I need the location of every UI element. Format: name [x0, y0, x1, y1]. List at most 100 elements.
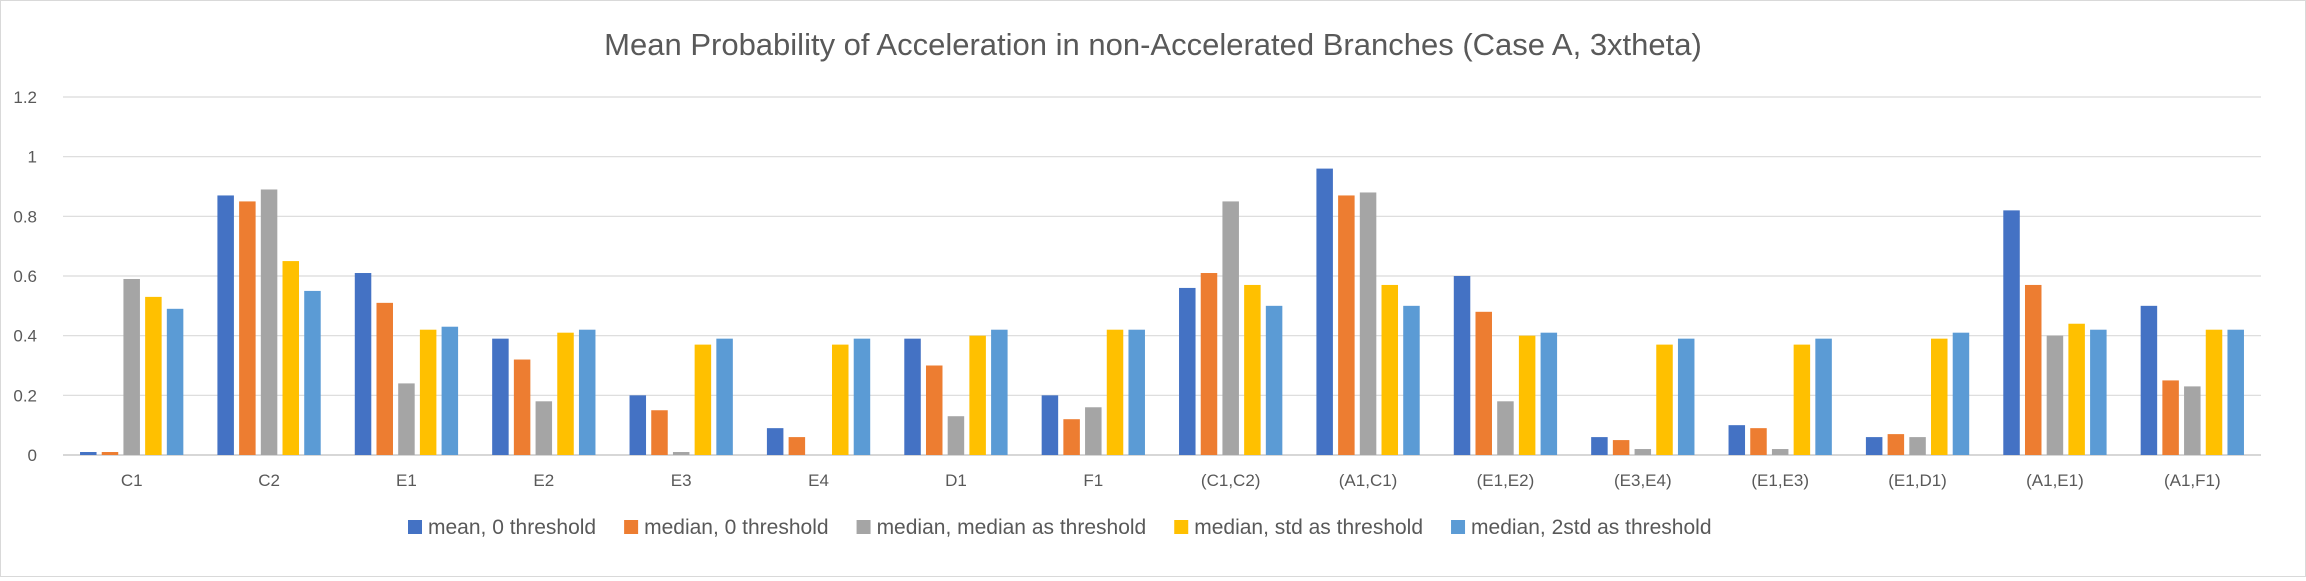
legend-swatch: [624, 520, 639, 534]
bar: [441, 326, 459, 455]
bar: [1403, 305, 1420, 455]
legend-label: median, std as threshold: [1194, 516, 1423, 539]
bar: [853, 338, 871, 455]
bar: [557, 332, 574, 455]
bar: [239, 201, 256, 455]
bar: [1952, 332, 1970, 455]
bar: [2227, 329, 2244, 455]
bar: [2068, 323, 2085, 455]
bar: [2162, 380, 2179, 455]
bar: [969, 335, 986, 455]
bar: [2024, 284, 2042, 455]
bar: [1222, 201, 1239, 455]
bar: [398, 383, 415, 455]
bar: [1316, 168, 1333, 455]
bar: [1815, 338, 1832, 455]
y-tick-label: 0.6: [13, 267, 37, 286]
bar: [2046, 335, 2064, 455]
bar: [101, 452, 119, 455]
bar: [1656, 344, 1673, 455]
x-tick-label: (A1,C1): [1339, 471, 1398, 490]
bar: [1179, 287, 1196, 455]
x-axis-tick-labels: C1 C2 E1 E2 E3 E4 D1 F1 (C1,C2) (A1,C1) (E1,E2) (E3…: [121, 471, 2221, 490]
bar: [991, 329, 1008, 455]
legend-label: median, 0 threshold: [644, 516, 828, 539]
x-tick-label: E4: [808, 471, 829, 490]
x-tick-label: (E1,D1): [1888, 471, 1947, 490]
bar: [123, 278, 140, 455]
bar: [2003, 210, 2020, 455]
bar: [2090, 329, 2107, 455]
bar: [832, 344, 849, 455]
bar: [376, 302, 393, 455]
bar: [304, 290, 321, 455]
x-tick-label: F1: [1083, 471, 1103, 490]
bar: [260, 189, 278, 455]
bar: [1771, 449, 1789, 455]
bar: [1128, 329, 1145, 455]
y-tick-label: 0: [28, 446, 37, 465]
x-tick-label: E3: [671, 471, 692, 490]
bar: [1931, 338, 1948, 455]
bar: [1540, 332, 1558, 455]
y-tick-label: 1.2: [13, 88, 37, 107]
bar: [513, 359, 531, 455]
bar: [716, 338, 733, 455]
bar: [766, 428, 784, 455]
x-tick-label: C1: [121, 471, 143, 490]
bar: [1244, 284, 1261, 455]
x-tick-label: (E3,E4): [1614, 471, 1672, 490]
legend-swatch: [408, 520, 422, 534]
bar: [1265, 305, 1283, 455]
x-tick-label: (A1,E1): [2026, 471, 2084, 490]
bar: [1085, 407, 1102, 455]
bar: [1677, 338, 1695, 455]
bars: [80, 168, 2244, 455]
legend: mean, 0 threshold median, 0 threshold medi…: [408, 516, 1712, 539]
bar: [629, 395, 647, 455]
bar: [672, 452, 690, 455]
bar: [1887, 434, 1905, 455]
bar: [1453, 276, 1471, 455]
bar: [925, 365, 943, 455]
x-tick-label: E2: [533, 471, 554, 490]
bar: [1338, 195, 1355, 455]
x-tick-label: (E1,E2): [1477, 471, 1535, 490]
bar: [2140, 305, 2158, 455]
y-tick-label: 0.4: [13, 327, 37, 346]
bar: [1063, 419, 1080, 455]
legend-swatch: [1174, 520, 1189, 534]
y-tick-label: 1: [28, 148, 37, 167]
bar: [145, 296, 162, 455]
y-tick-label: 0.2: [13, 386, 37, 405]
x-tick-label: E1: [396, 471, 417, 490]
bar: [1750, 428, 1767, 455]
bar: [1106, 329, 1124, 455]
bar: [788, 437, 806, 455]
y-axis-tick-labels: 0 0.2 0.4 0.6 0.8 1 1.2: [13, 88, 37, 465]
bar: [1634, 449, 1652, 455]
bar: [1612, 440, 1630, 455]
bar: [80, 452, 97, 455]
bar: [651, 410, 668, 455]
bar: [166, 308, 184, 455]
legend-label: median, 2std as threshold: [1471, 516, 1711, 539]
bar: [1475, 311, 1492, 455]
bar: [578, 329, 596, 455]
y-tick-label: 0.8: [13, 207, 37, 226]
x-tick-label: (A1,F1): [2164, 471, 2221, 490]
bar: [1865, 437, 1883, 455]
x-tick-label: D1: [945, 471, 967, 490]
bar: [1909, 437, 1926, 455]
bar: [1591, 437, 1608, 455]
x-tick-label: (E1,E3): [1751, 471, 1809, 490]
legend-swatch: [856, 520, 871, 534]
legend-label: median, median as threshold: [877, 516, 1147, 539]
bar: [2184, 386, 2201, 455]
bar: [492, 338, 509, 455]
bar: [535, 401, 553, 455]
legend-label: mean, 0 threshold: [428, 516, 596, 539]
legend-swatch: [1451, 520, 1466, 534]
